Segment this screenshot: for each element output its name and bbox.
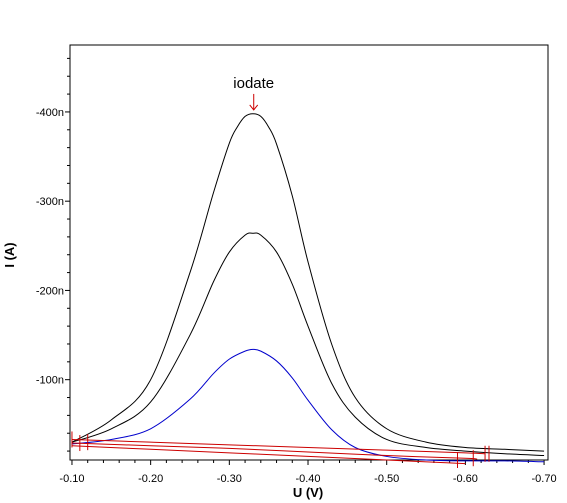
annotation-layer: iodate [233,75,274,111]
x-tick-label: -0.50 [374,473,399,485]
x-tick-label: -0.30 [217,473,242,485]
series-line-5 [71,442,478,460]
y-tick-label: -100n [36,375,64,387]
series-line-6 [71,445,466,465]
annotation-arrow-head [249,104,259,111]
x-axis-title: U (V) [293,485,323,500]
x-tick-label: -0.40 [295,473,320,485]
y-tick-label: -300n [36,196,64,208]
plot-area [69,44,549,461]
x-tick-label: -0.70 [532,473,557,485]
y-axis-title: I (A) [2,242,17,267]
y-axis-ticks: -100n -200n -300n -400n [36,57,70,452]
x-tick-label: -0.60 [453,473,478,485]
y-tick-label: -200n [36,285,64,297]
marker-layer [71,431,490,468]
y-tick-label: -400n [36,107,64,119]
series-line-2 [71,232,545,457]
iodate-annotation-label: iodate [233,75,274,92]
x-tick-label: -0.10 [59,473,84,485]
series-layer [71,113,545,465]
series-line-3 [71,348,545,463]
series-line-4 [71,438,486,455]
x-axis-ticks: -0.10 -0.20 -0.30 -0.40 -0.50 -0.60 -0.70 [59,460,557,485]
series-line-1 [71,113,545,452]
x-tick-label: -0.20 [138,473,163,485]
